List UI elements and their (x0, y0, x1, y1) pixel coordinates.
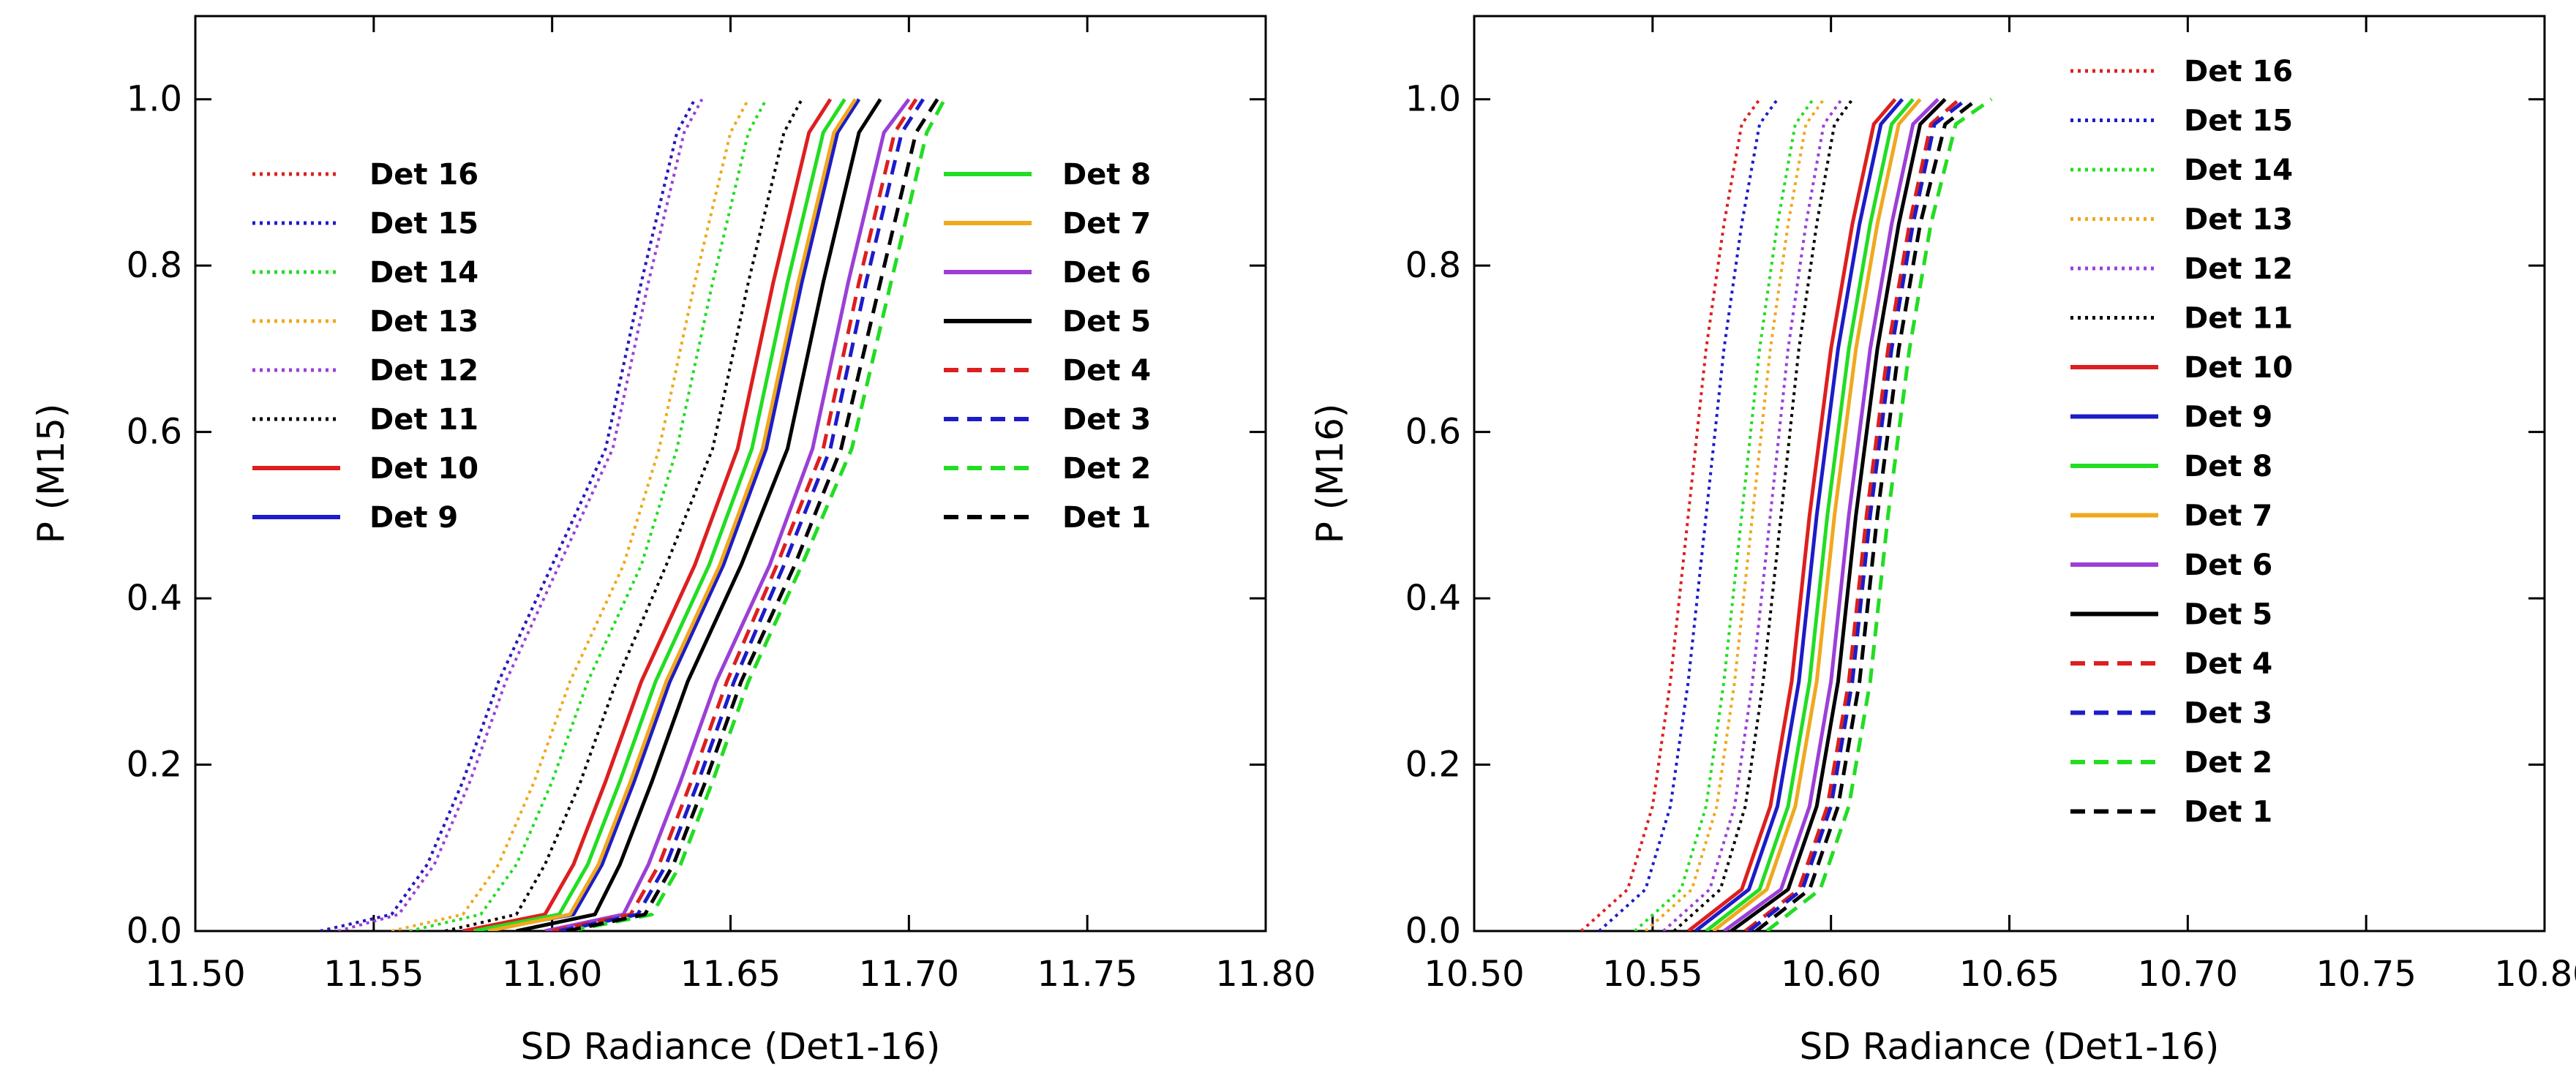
legend-label: Det 4 (1062, 354, 1151, 388)
legend-label: Det 8 (1062, 158, 1151, 192)
legend-label: Det 13 (2184, 203, 2293, 237)
series-line-det-1 (1754, 97, 1979, 931)
y-tick-label: 1.0 (127, 79, 182, 120)
y-tick-label: 0.8 (127, 245, 182, 286)
y-tick-label: 0.0 (1405, 911, 1461, 952)
series-line-det-8 (1705, 98, 1915, 931)
series-line-det-10 (462, 98, 833, 931)
x-tick-label: 10.50 (1424, 954, 1524, 995)
series-line-det-5 (1730, 97, 1947, 931)
series-line-det-4 (552, 98, 918, 931)
x-tick-label: 10.55 (1602, 954, 1702, 995)
series-line-det-7 (1712, 98, 1922, 931)
x-tick-label: 10.65 (1959, 954, 2059, 995)
series-line-det-2 (569, 98, 947, 931)
legend-label: Det 11 (2184, 302, 2293, 336)
legend-label: Det 9 (2184, 401, 2272, 434)
x-tick-label: 10.60 (1781, 954, 1881, 995)
legend-label: Det 13 (369, 305, 478, 339)
x-axis-label: SD Radiance (Det1-16) (521, 1025, 941, 1068)
y-tick-label: 0.0 (127, 911, 182, 952)
legend-label: Det 14 (369, 256, 478, 290)
x-tick-label: 11.60 (502, 954, 602, 995)
left-panel: 11.50 11.55 11.60 11.65 11.70 11.75 11.80 0.0 0.… (30, 15, 1316, 1068)
x-tick-label: 11.70 (859, 954, 959, 995)
legend-label: Det 16 (2184, 55, 2293, 88)
y-tick-label: 0.6 (1405, 412, 1461, 453)
x-tick-label: 10.80 (2494, 954, 2576, 995)
series-line-det-8 (473, 98, 846, 931)
series-line-det-4 (1744, 97, 1961, 931)
series-line-det-10 (1687, 98, 1897, 931)
legend-label: Det 6 (1062, 256, 1151, 290)
legend-label: Det 1 (1062, 501, 1151, 535)
x-tick-label: 10.70 (2138, 954, 2238, 995)
legend-label: Det 8 (2184, 450, 2272, 483)
legend-label: Det 12 (369, 354, 478, 388)
legend-label: Det 6 (2184, 549, 2272, 582)
legend-label: Det 3 (1062, 403, 1151, 437)
series-line-det-2 (1765, 97, 1993, 931)
right-plot-frame (1473, 15, 2546, 932)
x-tick-label: 11.65 (680, 954, 781, 995)
legend-label: Det 11 (369, 403, 478, 437)
series-line-det-15 (320, 98, 696, 931)
series-line-det-6 (1722, 97, 1939, 931)
y-tick-label: 0.6 (127, 412, 182, 453)
y-tick-label: 0.4 (127, 578, 182, 619)
legend-label: Det 12 (2184, 252, 2293, 286)
x-tick-label: 10.75 (2316, 954, 2416, 995)
series-line-det-3 (1747, 97, 1968, 931)
legend-label: Det 5 (2184, 598, 2272, 632)
x-axis-label: SD Radiance (Det1-16) (1800, 1025, 2220, 1068)
legend-label: Det 14 (2184, 154, 2293, 187)
right-panel: 10.50 10.55 10.60 10.65 10.70 10.75 10.80 0.0 0.… (1309, 15, 2576, 1068)
legend-label: Det 1 (2184, 796, 2272, 829)
series-line-det-15 (1598, 98, 1779, 931)
legend-label: Det 16 (369, 158, 478, 192)
x-tick-label: 11.75 (1037, 954, 1137, 995)
legend-label: Det 15 (369, 207, 478, 241)
series-line-det-6 (544, 98, 911, 931)
x-tick-label: 11.50 (145, 954, 245, 995)
left-series-group (320, 98, 947, 931)
legend-label: Det 2 (2184, 746, 2272, 780)
y-axis-label: P (M16) (1309, 404, 1351, 544)
series-line-det-3 (558, 98, 925, 931)
legend-label: Det 10 (369, 452, 478, 486)
legend-label: Det 10 (2184, 351, 2293, 385)
y-tick-label: 0.4 (1405, 578, 1461, 619)
x-tick-label: 11.80 (1215, 954, 1315, 995)
y-tick-label: 0.2 (127, 745, 182, 785)
series-line-det-14 (409, 98, 768, 931)
legend-label: Det 4 (2184, 647, 2272, 681)
legend-label: Det 7 (1062, 207, 1151, 241)
y-tick-label: 0.8 (1405, 245, 1461, 286)
legend-label: Det 9 (369, 501, 458, 535)
y-tick-label: 1.0 (1405, 79, 1461, 120)
series-line-det-9 (480, 98, 861, 931)
series-line-det-13 (391, 98, 750, 931)
series-line-det-9 (1694, 98, 1904, 931)
legend-label: Det 2 (1062, 452, 1151, 486)
legend-label: Det 5 (1062, 305, 1151, 339)
x-tick-label: 11.55 (323, 954, 424, 995)
series-line-det-5 (516, 98, 882, 931)
right-series-group (1580, 97, 1993, 931)
series-line-det-7 (487, 98, 857, 931)
y-tick-label: 0.2 (1405, 745, 1461, 785)
legend-label: Det 7 (2184, 500, 2272, 533)
y-axis-label: P (M15) (30, 404, 72, 544)
legend-label: Det 15 (2184, 105, 2293, 138)
legend-label: Det 3 (2184, 697, 2272, 731)
